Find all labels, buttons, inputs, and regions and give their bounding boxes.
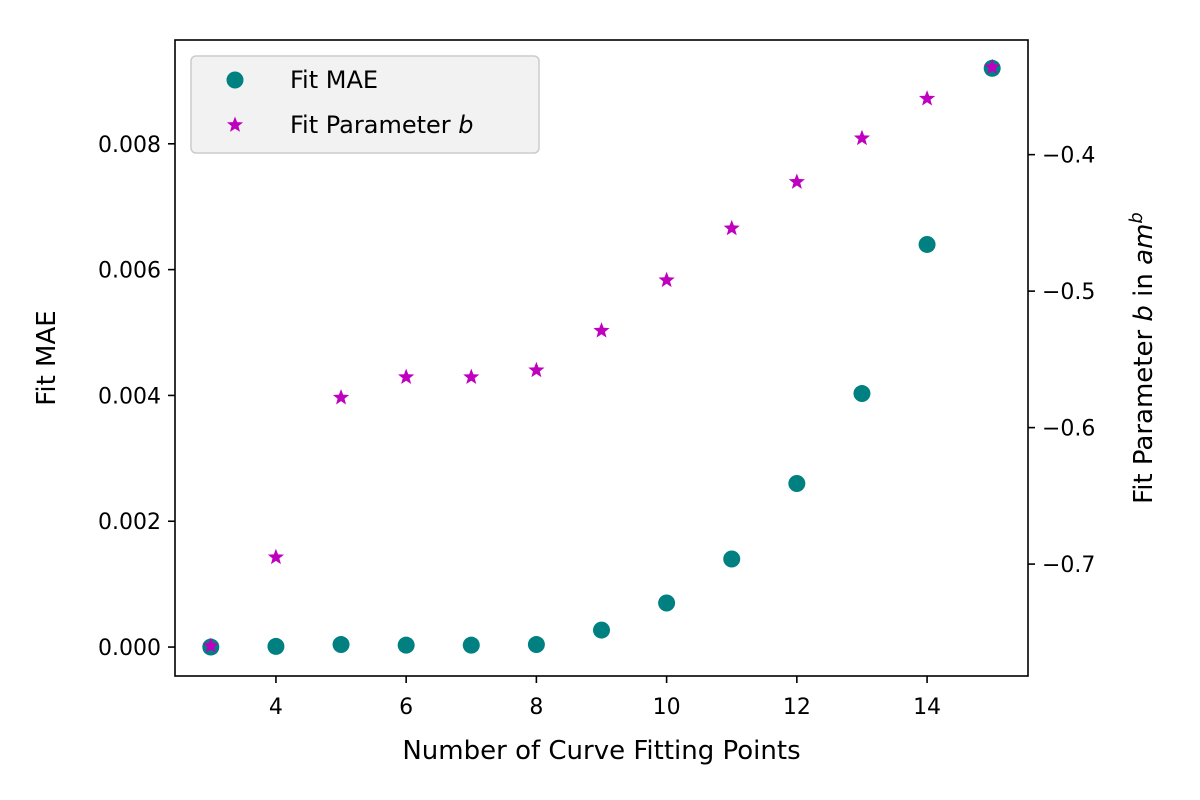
x-axis: 4 6 8 10 12 14 [269,676,941,720]
legend-label-fit-mae: Fit MAE [290,66,378,94]
fit-parameter-b-point [788,173,805,189]
fit-parameter-b-point [398,368,415,384]
legend: Fit MAE Fit Parameter b [190,55,540,154]
fit-mae-point [723,550,741,568]
fit-parameter-b-point [658,271,675,288]
right-y-axis: −0.7 −0.6 −0.5 −0.4 [1028,144,1095,578]
fit-parameter-b-point [332,389,350,405]
x-tick-label: 4 [269,695,283,720]
fit-parameter-b-point [528,361,545,378]
fit-mae-point [853,385,871,403]
plot-frame [174,39,1029,677]
legend-marker-fit-parameter-b [226,116,244,132]
right-y-tick-label: −0.4 [1042,144,1095,169]
left-y-axis: 0.000 0.002 0.004 0.006 0.008 [98,133,175,661]
x-tick-label: 6 [399,695,413,720]
right-y-axis-label: Fit Parameter b in amb [1126,212,1159,504]
x-tick-label: 8 [529,695,543,720]
fit-parameter-b-point [853,129,871,146]
fit-mae-point [527,636,545,654]
legend-label-fit-parameter-b: Fit Parameter b [290,111,474,139]
fit-parameter-b-point [202,637,219,653]
right-y-tick-label: −0.7 [1042,553,1095,578]
fit-mae-point [267,637,285,655]
fit-parameter-b-point [984,58,1001,75]
left-y-axis-label: Fit MAE [32,310,62,405]
fit-mae-point [593,621,610,639]
left-y-tick-label: 0.002 [98,510,161,535]
x-tick-label: 10 [653,695,681,720]
fit-parameter-b-point [267,548,285,565]
fit-parameter-b-point [463,368,480,384]
left-y-tick-label: 0.008 [98,133,161,158]
fit-mae-point [658,594,676,612]
left-y-tick-label: 0.006 [98,259,161,284]
fit-mae-point [397,636,415,654]
right-y-tick-label: −0.6 [1042,417,1095,442]
fit-parameter-b-point [723,219,740,236]
legend-marker-fit-mae [226,71,244,89]
fit-mae-point [332,636,350,654]
x-axis-label: Number of Curve Fitting Points [402,736,800,766]
fit-parameter-b-point [593,322,610,338]
fit-mae-point [918,235,936,253]
data-marks [202,58,1001,656]
x-tick-label: 14 [913,695,941,720]
left-y-tick-label: 0.004 [98,384,161,409]
fit-mae-point [788,475,806,493]
x-tick-label: 12 [783,695,811,720]
left-y-tick-label: 0.000 [98,636,161,661]
fit-parameter-b-point [918,90,936,106]
fit-mae-point [462,636,480,654]
right-y-tick-label: −0.5 [1042,280,1095,305]
legend-box [190,55,540,154]
